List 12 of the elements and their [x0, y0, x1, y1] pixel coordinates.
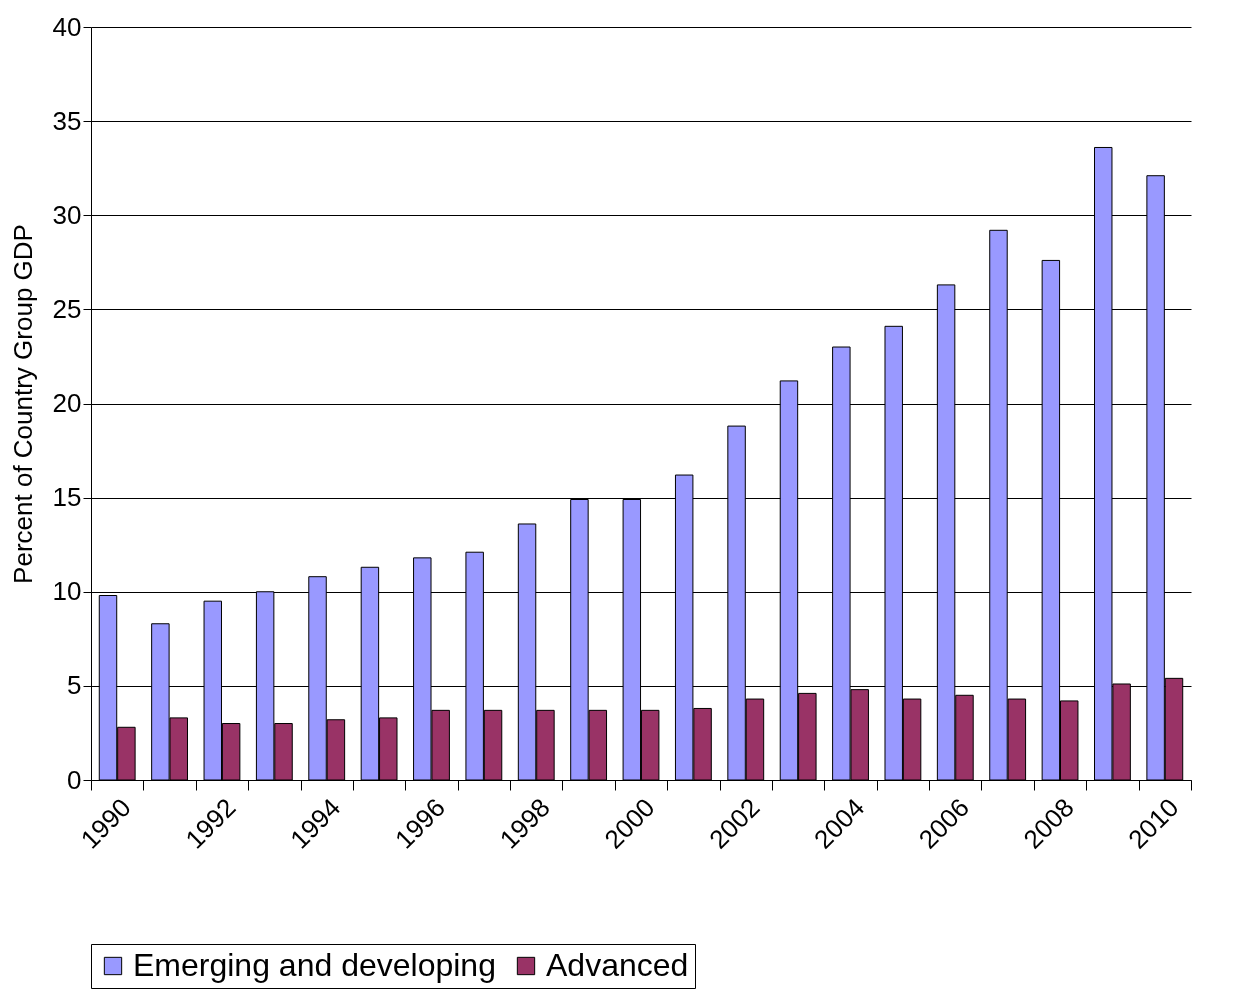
y-tick-label: 30	[52, 199, 82, 230]
y-tick-label: 15	[52, 482, 82, 513]
legend-label: Advanced	[546, 947, 689, 983]
y-tick-label: 5	[67, 670, 82, 701]
y-axis-title: Percent of Country Group GDP	[7, 224, 38, 584]
y-tick-label: 10	[52, 576, 82, 607]
legend-label: Emerging and developing	[133, 947, 496, 983]
y-tick-label: 35	[52, 105, 82, 136]
y-tick-label: 20	[52, 388, 82, 418]
y-tick-label: 0	[67, 764, 82, 795]
y-tick-label: 25	[52, 293, 82, 324]
y-tick-label: 40	[52, 11, 82, 42]
